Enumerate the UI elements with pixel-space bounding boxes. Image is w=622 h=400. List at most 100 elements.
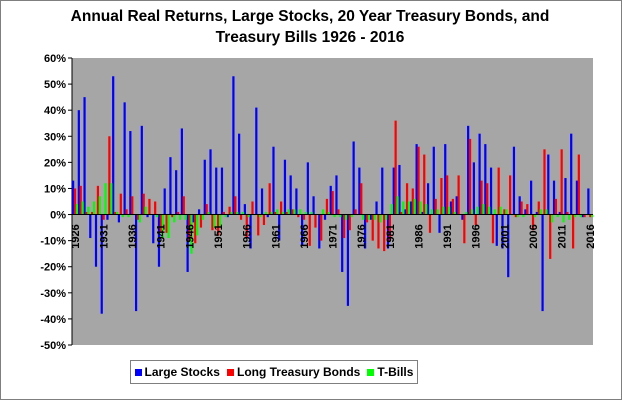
bar [205, 204, 208, 215]
bar [524, 209, 527, 215]
bar [432, 146, 435, 215]
x-tick-label: 1936 [127, 224, 139, 248]
bar [131, 196, 134, 215]
bar [230, 211, 233, 215]
bar [125, 209, 128, 215]
bar [121, 214, 124, 218]
bar [495, 214, 498, 246]
bar [434, 198, 437, 215]
bar [568, 214, 571, 220]
bar [220, 167, 224, 215]
bar [297, 214, 300, 218]
bar [537, 201, 540, 215]
bar [449, 201, 453, 215]
bar [404, 209, 407, 215]
bar [272, 146, 275, 215]
legend-item-large-stocks: Large Stocks [134, 365, 220, 379]
bar [262, 214, 266, 225]
y-tick-label: -20% [40, 262, 66, 274]
bar [102, 214, 105, 220]
bar [447, 206, 451, 215]
bar [493, 209, 496, 215]
bar [348, 214, 351, 231]
bar [127, 214, 130, 218]
bar [92, 201, 96, 215]
bar [327, 211, 330, 215]
bar [587, 188, 590, 215]
bar [373, 214, 376, 220]
bar [100, 214, 103, 314]
bar [171, 214, 174, 218]
bar [197, 209, 201, 215]
series-large-stocks [72, 76, 590, 314]
bar [91, 211, 94, 215]
bar [247, 214, 250, 218]
bar [155, 214, 159, 218]
bar [281, 211, 285, 215]
bar [79, 185, 82, 215]
bar [157, 214, 161, 267]
bar [144, 206, 147, 215]
bar [117, 214, 121, 223]
bar [446, 175, 449, 215]
bar [558, 211, 561, 215]
bar [268, 183, 271, 215]
bar [509, 175, 512, 215]
bar [577, 154, 580, 215]
bar [83, 97, 86, 215]
x-tick-label: 1981 [385, 224, 397, 248]
bar [419, 201, 422, 215]
y-tick-label: 60% [44, 53, 66, 65]
bar [217, 214, 220, 236]
legend-item-t-bills: T-Bills [367, 365, 413, 379]
x-tick-label: 1996 [471, 224, 483, 248]
bar [505, 209, 508, 215]
series-long-treasury-bonds [73, 120, 592, 259]
bar [73, 188, 77, 215]
bar [531, 214, 535, 231]
bar [426, 183, 430, 215]
bar [295, 188, 298, 215]
bar [289, 175, 292, 215]
bar [322, 209, 325, 215]
bar [241, 211, 245, 215]
bar [589, 214, 592, 218]
bar [226, 214, 229, 218]
x-tick-label: 1961 [270, 224, 282, 248]
bar [72, 180, 75, 215]
bar [476, 206, 479, 215]
x-tick-label: 1956 [242, 224, 254, 248]
bar [413, 198, 416, 215]
bar [386, 214, 390, 249]
x-tick-label: 1951 [213, 224, 225, 248]
bar [480, 180, 483, 215]
bar [478, 133, 481, 215]
bar [169, 157, 172, 215]
bar [234, 196, 237, 215]
bar [148, 198, 151, 215]
bar [514, 214, 517, 218]
bar [175, 170, 178, 215]
bar [291, 209, 294, 215]
y-tick-label: -30% [40, 288, 66, 300]
bar [249, 214, 252, 249]
y-tick-label: -40% [40, 314, 66, 326]
bar [211, 214, 214, 231]
bar [251, 201, 254, 215]
x-tick-label: 1966 [299, 224, 311, 248]
bar [146, 214, 149, 218]
bar [192, 214, 195, 223]
bar [238, 133, 241, 215]
bar [167, 214, 170, 239]
bar [215, 167, 218, 215]
bar [178, 214, 182, 220]
bar [87, 206, 90, 215]
bar [575, 180, 579, 215]
bar [222, 211, 225, 215]
bar [421, 211, 424, 215]
bar [455, 196, 458, 215]
bar [199, 214, 203, 228]
bar [354, 209, 357, 215]
bar [530, 180, 533, 215]
x-tick-label: 2016 [585, 224, 597, 248]
